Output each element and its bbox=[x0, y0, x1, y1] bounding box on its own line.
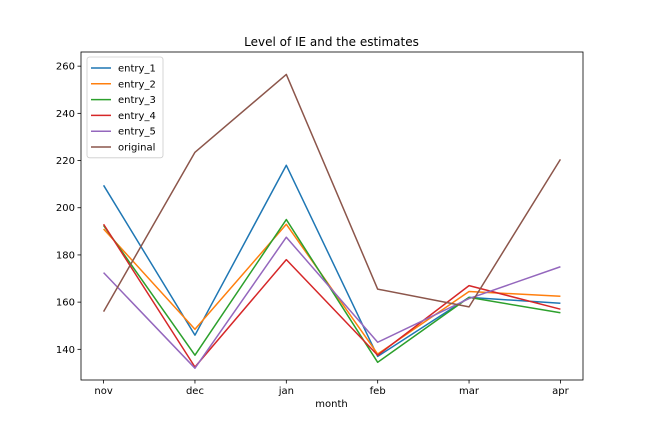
y-tick-label-180: 180 bbox=[56, 250, 75, 261]
series-line-entry_5 bbox=[103, 236, 561, 369]
legend-label-entry_3: entry_3 bbox=[118, 95, 156, 106]
legend-label-entry_1: entry_1 bbox=[118, 64, 156, 75]
y-tick-label-260: 260 bbox=[56, 62, 75, 73]
x-tick-label-apr: apr bbox=[552, 386, 569, 397]
axes-frame bbox=[80, 51, 584, 381]
legend-label-entry_5: entry_5 bbox=[118, 127, 156, 138]
chart-title: Level of IE and the estimates bbox=[244, 35, 419, 49]
legend-label-original: original bbox=[118, 143, 155, 154]
series-line-original bbox=[102, 73, 562, 312]
x-tick-label-jan: jan bbox=[278, 386, 294, 397]
x-tick-label-nov: nov bbox=[94, 386, 112, 397]
y-tick-label-200: 200 bbox=[56, 203, 75, 214]
y-tick-label-240: 240 bbox=[56, 109, 75, 120]
legend-label-entry_2: entry_2 bbox=[118, 79, 156, 90]
x-tick-label-mar: mar bbox=[459, 386, 480, 397]
x-tick-label-feb: feb bbox=[370, 386, 386, 397]
x-tick-label-dec: dec bbox=[186, 386, 204, 397]
y-tick-label-220: 220 bbox=[56, 156, 75, 167]
series-line-entry_4 bbox=[102, 223, 561, 368]
series-line-entry_1 bbox=[102, 164, 561, 358]
y-tick-label-160: 160 bbox=[56, 298, 75, 309]
legend-box bbox=[86, 56, 164, 159]
plot-area: nov dec jan feb mar apr 140 160 180 200 220 240 260 e… bbox=[56, 51, 584, 397]
series-line-entry_3 bbox=[102, 218, 561, 364]
legend-label-entry_4: entry_4 bbox=[118, 111, 156, 122]
x-axis-title: month bbox=[315, 399, 347, 410]
y-tick-label-140: 140 bbox=[56, 345, 75, 356]
